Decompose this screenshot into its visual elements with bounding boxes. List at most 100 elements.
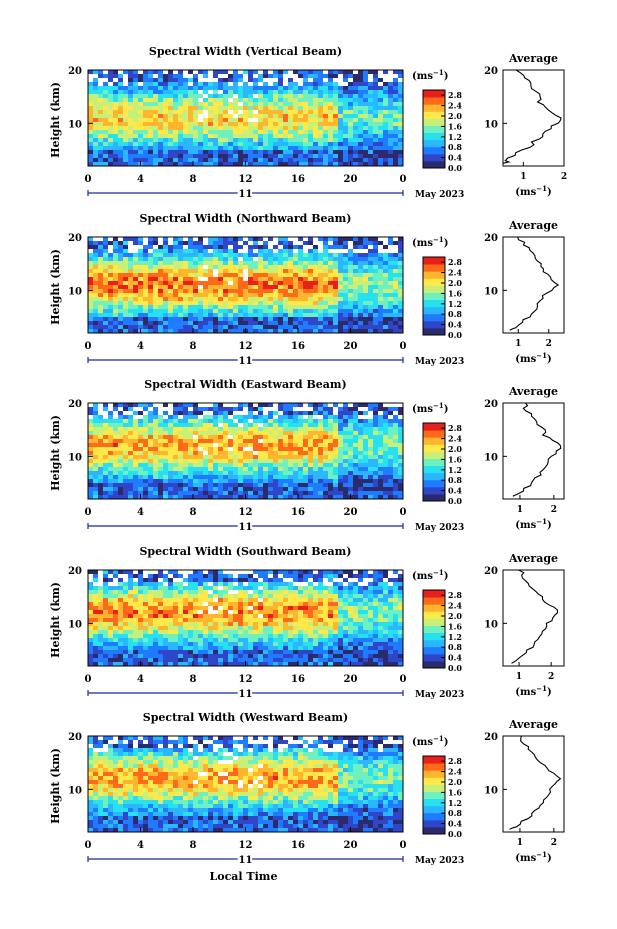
heatmap-cell bbox=[143, 451, 149, 456]
heatmap-cell bbox=[258, 443, 264, 448]
heatmap-cell bbox=[393, 455, 399, 460]
heatmap-cell bbox=[123, 102, 129, 107]
heatmap-cell bbox=[348, 297, 354, 302]
heatmap-cell bbox=[348, 102, 354, 107]
heatmap-cell bbox=[233, 479, 239, 484]
heatmap-cell bbox=[378, 94, 384, 99]
heatmap-cell bbox=[153, 582, 159, 587]
heatmap-cell bbox=[363, 86, 369, 91]
heatmap-cell bbox=[233, 329, 239, 334]
heatmap-cell bbox=[188, 122, 194, 127]
x-tick-label: 16 bbox=[291, 174, 305, 185]
heatmap-cell bbox=[178, 134, 184, 139]
heatmap-cell bbox=[193, 110, 199, 115]
heatmap-cell bbox=[268, 142, 274, 147]
heatmap-cell bbox=[323, 261, 329, 266]
heatmap-cell bbox=[233, 90, 239, 95]
heatmap-cell bbox=[153, 419, 159, 424]
heatmap-cell bbox=[318, 407, 324, 412]
heatmap-cell bbox=[378, 419, 384, 424]
heatmap-cell bbox=[398, 447, 404, 452]
heatmap-cell bbox=[363, 407, 369, 412]
heatmap-cell bbox=[263, 74, 269, 79]
heatmap-cell bbox=[198, 285, 204, 290]
heatmap-cell bbox=[248, 455, 254, 460]
heatmap-cell bbox=[183, 289, 189, 294]
heatmap-cell bbox=[288, 70, 294, 75]
heatmap-cell bbox=[103, 74, 109, 79]
heatmap-cell bbox=[283, 130, 289, 135]
heatmap-cell bbox=[378, 467, 384, 472]
heatmap-cell bbox=[93, 142, 99, 147]
heatmap-cell bbox=[303, 447, 309, 452]
heatmap-cell bbox=[133, 443, 139, 448]
heatmap-cell bbox=[93, 305, 99, 310]
heatmap-cell bbox=[158, 431, 164, 436]
heatmap-cell bbox=[143, 122, 149, 127]
heatmap-cell bbox=[223, 261, 229, 266]
heatmap-cell bbox=[98, 443, 104, 448]
heatmap-cell bbox=[128, 305, 134, 310]
heatmap-cell bbox=[163, 451, 169, 456]
heatmap-cell bbox=[113, 427, 119, 432]
heatmap-cell bbox=[228, 126, 234, 131]
heatmap-cell bbox=[363, 94, 369, 99]
heatmap-cell bbox=[113, 102, 119, 107]
heatmap-cell bbox=[218, 70, 224, 75]
heatmap-cell bbox=[93, 435, 99, 440]
heatmap-cell bbox=[203, 74, 209, 79]
heatmap-cell bbox=[363, 451, 369, 456]
heatmap-cell bbox=[213, 249, 219, 254]
heatmap-cell bbox=[183, 427, 189, 432]
colorbar-tick-label: 1.6 bbox=[448, 121, 462, 131]
heatmap-cell bbox=[328, 122, 334, 127]
heatmap-cell bbox=[188, 463, 194, 468]
heatmap-cell bbox=[383, 297, 389, 302]
heatmap-cell bbox=[163, 118, 169, 123]
heatmap-cell bbox=[263, 459, 269, 464]
heatmap-cell bbox=[143, 150, 149, 155]
heatmap-cell bbox=[173, 82, 179, 87]
heatmap-cell bbox=[113, 321, 119, 326]
heatmap-cell bbox=[393, 403, 399, 408]
heatmap-cell bbox=[233, 407, 239, 412]
heatmap-cell bbox=[203, 329, 209, 334]
heatmap-cell bbox=[153, 114, 159, 119]
heatmap-cell bbox=[178, 423, 184, 428]
heatmap-cell bbox=[278, 134, 284, 139]
heatmap-cell bbox=[93, 285, 99, 290]
heatmap-cell bbox=[253, 578, 259, 583]
heatmap-cell bbox=[238, 423, 244, 428]
heatmap-cell bbox=[128, 451, 134, 456]
heatmap-cell bbox=[223, 423, 229, 428]
heatmap-cell bbox=[228, 261, 234, 266]
heatmap-cell bbox=[388, 237, 394, 242]
colorbar-unit: (ms−1) bbox=[412, 235, 448, 249]
heatmap-cell bbox=[323, 249, 329, 254]
heatmap-cell bbox=[368, 459, 374, 464]
heatmap-cell bbox=[233, 146, 239, 151]
heatmap-cell bbox=[313, 98, 319, 103]
heatmap-cell bbox=[173, 570, 179, 575]
heatmap-cell bbox=[118, 289, 124, 294]
heatmap-cell bbox=[148, 241, 154, 246]
heatmap-cell bbox=[253, 463, 259, 468]
heatmap-cell bbox=[253, 138, 259, 143]
heatmap-cell bbox=[143, 162, 149, 167]
heatmap-cell bbox=[298, 451, 304, 456]
heatmap-cell bbox=[268, 106, 274, 111]
heatmap-cell bbox=[228, 78, 234, 83]
heatmap-cell bbox=[193, 301, 199, 306]
heatmap-cell bbox=[88, 86, 94, 91]
average-profile-line bbox=[512, 402, 562, 497]
heatmap-cell bbox=[148, 423, 154, 428]
heatmap-cell bbox=[328, 321, 334, 326]
heatmap-cell bbox=[148, 70, 154, 75]
heatmap-cell bbox=[113, 150, 119, 155]
heatmap-cell bbox=[148, 122, 154, 127]
heatmap-cell bbox=[368, 293, 374, 298]
heatmap-cell bbox=[283, 467, 289, 472]
heatmap-cell bbox=[313, 451, 319, 456]
heatmap-cell bbox=[213, 106, 219, 111]
heatmap-cell bbox=[273, 70, 279, 75]
